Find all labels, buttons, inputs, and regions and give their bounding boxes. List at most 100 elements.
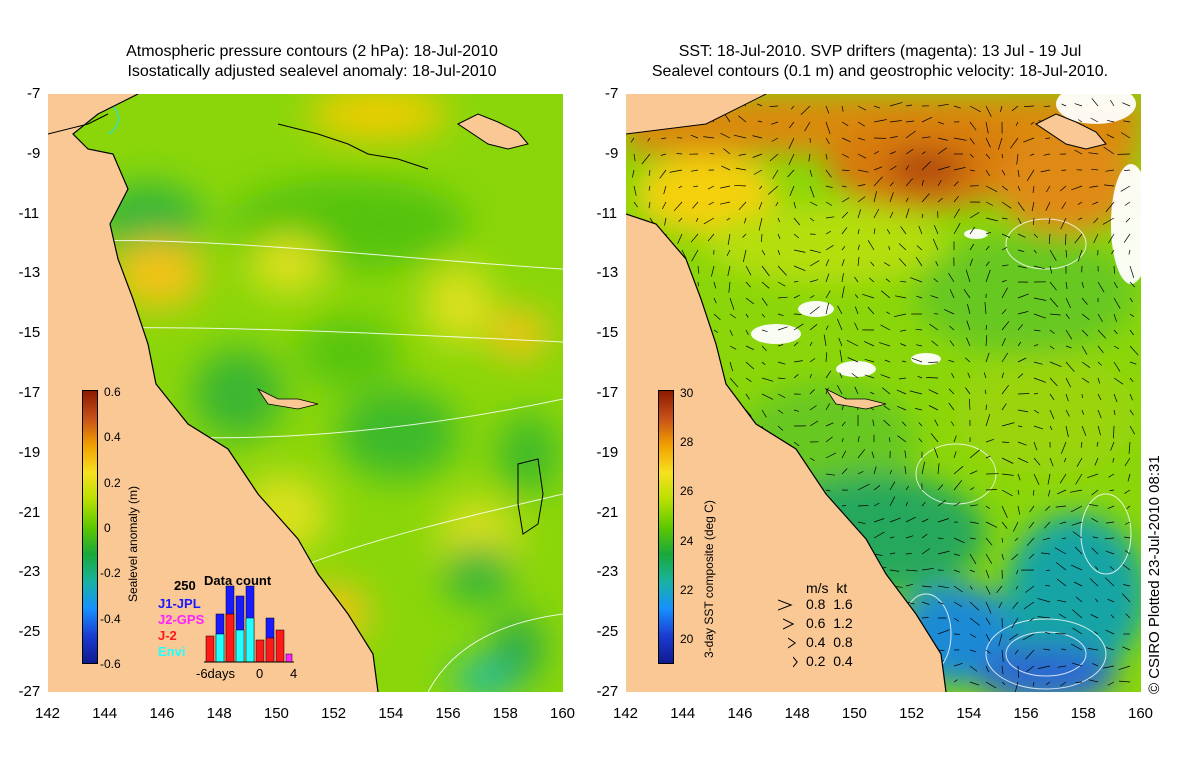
- velocity-vector: [1122, 102, 1131, 107]
- velocity-vector: [1060, 217, 1067, 230]
- velocity-vector: [1040, 169, 1051, 173]
- velocity-vector: [697, 313, 704, 318]
- velocity-vector: [723, 560, 731, 571]
- velocity-vector: [777, 409, 784, 414]
- velocity-vector: [880, 374, 891, 379]
- lon-tick-label: 142: [613, 705, 639, 722]
- velocity-vector: [809, 341, 813, 347]
- velocity-vector: [943, 309, 955, 315]
- data-count-max-label: 250: [174, 578, 196, 593]
- velocity-vector: [735, 546, 747, 555]
- velocity-vector: [916, 245, 923, 251]
- velocity-vector: [873, 466, 877, 475]
- velocity-vector: [857, 483, 870, 491]
- velocity-vector: [921, 601, 930, 605]
- velocity-vector: [1057, 599, 1067, 603]
- velocity-vector: [645, 553, 651, 557]
- velocity-vector: [841, 245, 846, 251]
- velocity-vector: [630, 137, 635, 143]
- lon-tick-label: 160: [550, 705, 576, 722]
- lat-tick-label: -11: [18, 204, 40, 222]
- velocity-vector: [679, 457, 683, 467]
- velocity-vector: [969, 470, 978, 475]
- velocity-vector: [761, 313, 766, 318]
- velocity-vector: [1033, 457, 1041, 466]
- velocity-vector: [1049, 457, 1054, 467]
- velocity-vector: [1118, 665, 1131, 671]
- lon-tick-label: 154: [378, 705, 404, 722]
- velocity-vector: [1017, 341, 1022, 347]
- velocity-vector: [809, 185, 815, 198]
- colorbar-tick-label: 24: [680, 533, 694, 548]
- velocity-vector: [1120, 132, 1131, 139]
- velocity-vector: [928, 405, 939, 411]
- velocity-vector: [841, 569, 845, 578]
- velocity-vector: [777, 377, 786, 380]
- velocity-vector: [889, 211, 894, 219]
- velocity-vector: [1113, 409, 1116, 416]
- velocity-vector: [953, 465, 964, 475]
- velocity-vector: [873, 585, 882, 587]
- velocity-vector: [889, 437, 891, 443]
- velocity-vector: [1029, 617, 1035, 622]
- velocity-vector: [754, 489, 763, 499]
- velocity-vector: [873, 485, 881, 491]
- velocity-vector: [745, 361, 755, 370]
- velocity-vector: [719, 201, 731, 205]
- velocity-vector: [825, 302, 830, 315]
- velocity-vector: [1074, 233, 1083, 244]
- velocity-vector: [678, 473, 683, 483]
- velocity-vector: [641, 537, 651, 543]
- velocity-vector: [1017, 425, 1023, 427]
- velocity-vector: [985, 569, 990, 579]
- velocity-vector: [632, 169, 635, 178]
- velocity-vector: [633, 342, 637, 347]
- velocity-vector: [809, 201, 818, 207]
- velocity-vector: [872, 419, 875, 427]
- velocity-vector: [953, 167, 966, 171]
- velocity-vector: [681, 297, 687, 302]
- velocity-vector: [793, 409, 800, 412]
- velocity-vector: [1065, 361, 1075, 372]
- velocity-vector: [1071, 185, 1083, 191]
- velocity-vector: [948, 359, 955, 363]
- velocity-vector: [633, 326, 637, 331]
- velocity-vector: [825, 505, 834, 511]
- velocity-vector: [937, 629, 950, 635]
- velocity-vector: [934, 419, 939, 427]
- velocity-vector: [889, 661, 900, 667]
- velocity-vector: [905, 535, 914, 539]
- velocity-vector: [633, 457, 641, 464]
- velocity-vector: [904, 466, 907, 475]
- velocity-vector: [1081, 425, 1087, 436]
- velocity-vector: [1070, 505, 1083, 513]
- velocity-vector: [1076, 457, 1083, 467]
- velocity-vector: [720, 596, 731, 603]
- velocity-vector: [889, 536, 895, 539]
- velocity-vector: [642, 521, 651, 530]
- velocity-vector: [867, 306, 875, 315]
- velocity-vector: [1017, 217, 1022, 224]
- velocity-vector: [1029, 505, 1035, 513]
- velocity-vector: [963, 289, 971, 299]
- velocity-vector: [1078, 119, 1083, 123]
- velocity-vector: [633, 291, 645, 299]
- velocity-vector: [745, 329, 749, 335]
- velocity-vector: [937, 518, 950, 523]
- velocity-vector: [905, 197, 909, 203]
- lat-tick-label: -19: [18, 443, 41, 461]
- data-count-series-label: Envi: [158, 644, 186, 659]
- velocity-vector: [1081, 361, 1091, 368]
- velocity-vector: [809, 457, 815, 462]
- velocity-vector: [905, 104, 913, 107]
- velocity-vector: [1037, 616, 1051, 619]
- velocity-vector: [702, 681, 715, 686]
- velocity-vector: [965, 269, 971, 283]
- velocity-vector: [633, 305, 639, 315]
- velocity-vector: [857, 209, 862, 219]
- velocity-vector: [969, 665, 978, 672]
- velocity-vector: [901, 421, 907, 427]
- lon-tick-label: 150: [263, 705, 289, 722]
- velocity-vector: [1104, 537, 1115, 540]
- velocity-vector: [665, 281, 670, 287]
